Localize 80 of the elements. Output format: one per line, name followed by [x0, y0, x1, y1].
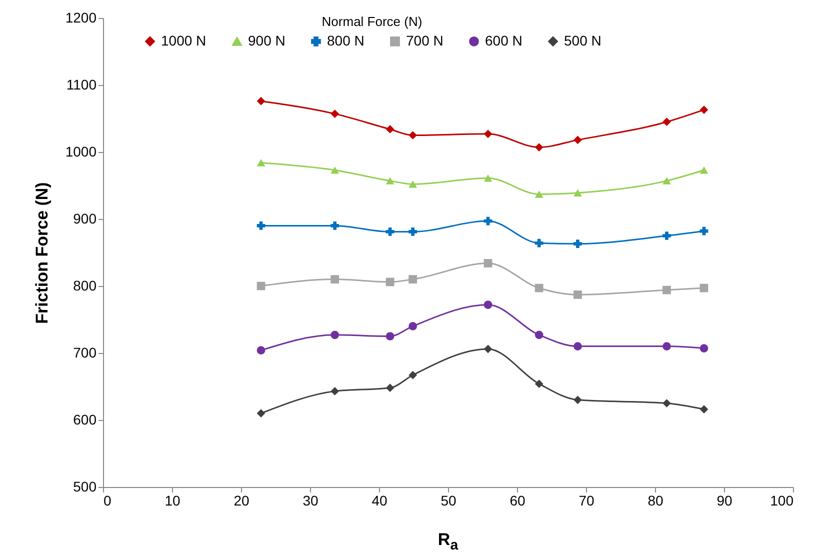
x-tick-label: 20 [234, 492, 250, 508]
point [574, 240, 582, 248]
point [534, 238, 544, 248]
point [662, 177, 671, 184]
point [256, 159, 266, 166]
point [408, 275, 417, 284]
x-tick-label: 40 [372, 492, 388, 508]
point [574, 342, 582, 350]
legend-label: 700 N [406, 32, 444, 48]
point [662, 118, 671, 126]
y-tick-label: 1000 [65, 144, 97, 160]
point [574, 189, 582, 196]
point [408, 180, 417, 188]
point [256, 222, 266, 230]
point [408, 322, 417, 330]
x-tick-label: 0 [104, 492, 112, 508]
point [700, 344, 708, 352]
x-tick-label: 70 [578, 492, 594, 508]
legend-label: 600 N [485, 32, 522, 48]
y-tick-label: 500 [73, 478, 97, 494]
point [700, 284, 708, 292]
x-tick-label: 30 [302, 492, 318, 508]
point [408, 370, 417, 380]
point [386, 228, 394, 236]
y-tick-label: 900 [73, 210, 97, 226]
point [574, 290, 582, 299]
point [534, 380, 544, 388]
point [574, 396, 582, 404]
legend-label: 900 N [248, 32, 286, 48]
y-tick-label: 800 [73, 278, 97, 294]
point [484, 130, 492, 138]
point [330, 387, 340, 396]
legend-label: 800 N [327, 32, 364, 48]
y-tick-label: 1200 [65, 10, 97, 26]
point [330, 110, 340, 118]
point [700, 405, 708, 414]
legend-label: 1000 N [161, 32, 206, 48]
point [484, 300, 492, 309]
point [534, 330, 544, 340]
point [256, 282, 266, 290]
point [386, 384, 394, 392]
x-tick-label: 100 [770, 492, 794, 508]
point [484, 344, 492, 354]
point [386, 125, 394, 134]
point [574, 136, 582, 144]
point [484, 174, 492, 182]
y-axis-title: Friction Force (N) [32, 182, 52, 324]
point [408, 131, 417, 140]
point [662, 232, 671, 240]
point [256, 346, 266, 354]
point [330, 275, 340, 284]
point [386, 278, 394, 286]
point [256, 409, 266, 418]
x-tick-label: 60 [510, 492, 526, 508]
x-tick-label: 80 [648, 492, 664, 508]
point [330, 330, 340, 340]
point [386, 177, 394, 184]
x-tick-label: 10 [164, 492, 180, 508]
y-tick-label: 1100 [66, 76, 97, 92]
x-tick-label: 50 [440, 492, 456, 508]
point [700, 106, 708, 114]
point [662, 286, 671, 294]
point [408, 228, 417, 236]
legend-label: 500 N [564, 32, 602, 48]
point [534, 143, 544, 152]
y-tick-label: 600 [73, 412, 97, 428]
point [534, 190, 544, 198]
point [256, 96, 266, 106]
point [386, 332, 394, 340]
point [484, 259, 492, 268]
x-axis-title: R$_{a}$ [436, 530, 460, 554]
legend-title: Normal Force (N) [322, 14, 422, 29]
x-tick-label: 90 [716, 492, 732, 508]
point [700, 166, 708, 174]
point [662, 342, 671, 350]
point [330, 166, 340, 174]
point [534, 284, 544, 292]
point [330, 222, 340, 230]
y-tick-label: 700 [73, 344, 97, 360]
point [662, 399, 671, 408]
